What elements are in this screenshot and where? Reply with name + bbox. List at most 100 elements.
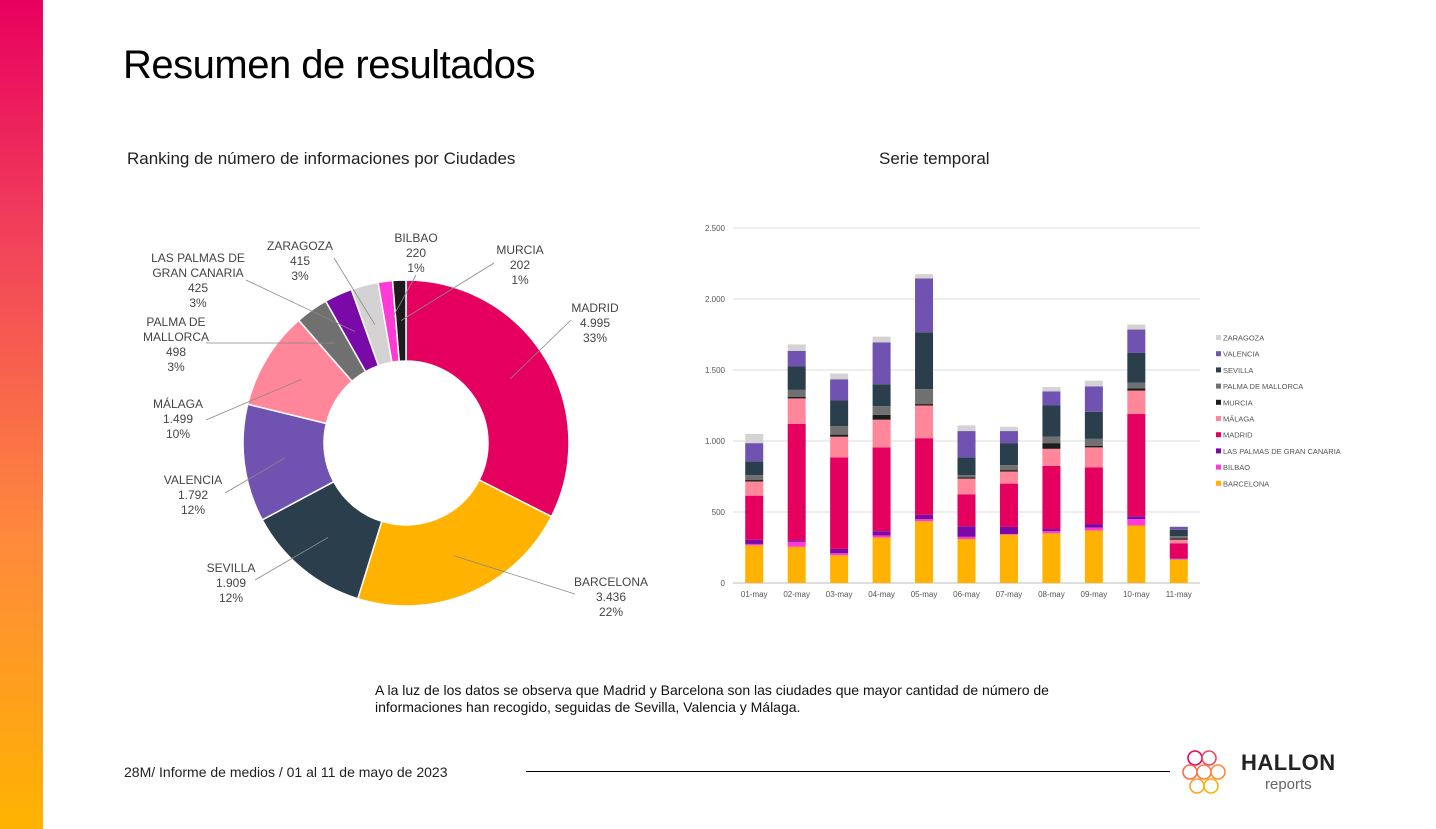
donut-label-text: 3% xyxy=(189,296,207,310)
bar-chart-title: Serie temporal xyxy=(879,149,990,168)
footer-divider xyxy=(526,771,1170,772)
donut-label-text: GRAN CANARIA xyxy=(152,266,243,280)
legend-swatch xyxy=(1216,351,1221,357)
bar-segment-zaragoza xyxy=(1042,387,1061,392)
legend-label: LAS PALMAS DE GRAN CANARIA xyxy=(1223,447,1341,456)
bar-segment-zaragoza xyxy=(957,425,976,432)
bar-segment-palma-de-mallorca xyxy=(1169,536,1188,539)
legend-swatch xyxy=(1216,335,1221,340)
bar-segment-valencia xyxy=(1127,329,1146,353)
bar-segment-las-palmas-de-gran-canaria xyxy=(1127,516,1146,520)
donut-label-text: VALENCIA xyxy=(164,473,222,487)
x-tick-label: 07-may xyxy=(996,590,1023,599)
legend-swatch xyxy=(1216,367,1221,373)
bar-segment-valencia xyxy=(1084,386,1103,412)
donut-label-text: ZARAGOZA xyxy=(267,239,333,253)
hallon-logo: HALLON reports xyxy=(1182,748,1353,798)
bar-segment-bilbao xyxy=(1169,558,1188,560)
donut-label-text: 12% xyxy=(181,503,205,517)
bar-segment-palma-de-mallorca xyxy=(999,465,1018,471)
x-tick-label: 02-may xyxy=(783,590,810,599)
donut-label-text: BILBAO xyxy=(394,231,437,245)
bar-segment-barcelona xyxy=(745,545,764,583)
bar-segment-valencia xyxy=(957,431,976,458)
bar-segment-murcia xyxy=(872,414,891,420)
donut-slice-barcelona xyxy=(356,479,553,607)
donut-label-text: 3% xyxy=(167,360,185,374)
bar-segment-madrid xyxy=(1084,467,1103,525)
legend-label: VALENCIA xyxy=(1223,350,1260,359)
bar-segment-malaga xyxy=(1084,447,1103,468)
bar-segment-malaga xyxy=(1042,448,1061,466)
bar-segment-madrid xyxy=(915,438,934,515)
bar-segment-zaragoza xyxy=(830,373,849,380)
bar-segment-murcia xyxy=(745,480,764,482)
legend-item-las-palmas-de-gran-canaria: LAS PALMAS DE GRAN CANARIA xyxy=(1216,447,1341,456)
bar-segment-valencia xyxy=(1169,526,1188,530)
legend-item-valencia: VALENCIA xyxy=(1216,350,1260,359)
legend-label: MURCIA xyxy=(1223,398,1253,407)
bar-segment-malaga xyxy=(1169,539,1188,544)
footer-text: 28M/ Informe de medios / 01 al 11 de may… xyxy=(124,764,448,780)
donut-label-text: BARCELONA xyxy=(574,575,648,589)
bar-segment-zaragoza xyxy=(999,426,1018,432)
x-tick-label: 01-may xyxy=(741,590,768,599)
bar-stack-05-may xyxy=(915,274,934,583)
bar-segment-malaga xyxy=(745,481,764,496)
bar-segment-bilbao xyxy=(745,543,764,546)
donut-chart-title: Ranking de número de informaciones por C… xyxy=(127,149,516,168)
donut-label-text: 415 xyxy=(290,254,310,268)
bar-segment-malaga xyxy=(1127,390,1146,415)
leader-line xyxy=(205,378,302,421)
bar-segment-zaragoza xyxy=(872,336,891,343)
leader-line xyxy=(453,555,576,595)
bar-segment-palma-de-mallorca xyxy=(787,389,806,397)
bar-segment-malaga xyxy=(787,398,806,424)
bar-segment-barcelona xyxy=(1084,530,1103,583)
legend-swatch xyxy=(1216,416,1221,421)
bar-segment-las-palmas-de-gran-canaria xyxy=(915,514,934,520)
donut-label-text: 425 xyxy=(188,281,208,295)
legend-label: BILBAO xyxy=(1223,463,1250,472)
bar-segment-sevilla xyxy=(787,366,806,390)
summary-text: A la luz de los datos se observa que Mad… xyxy=(375,682,1049,715)
donut-label-text: 1% xyxy=(511,273,529,287)
y-tick-label: 1.000 xyxy=(705,437,726,446)
bar-segment-palma-de-mallorca xyxy=(745,475,764,481)
x-tick-label: 08-may xyxy=(1038,590,1065,599)
bar-segment-valencia xyxy=(999,431,1018,444)
donut-label-text: 1.499 xyxy=(163,412,193,426)
legend-item-bilbao: BILBAO xyxy=(1216,463,1250,472)
bar-segment-las-palmas-de-gran-canaria xyxy=(1084,524,1103,528)
legend-item-zaragoza: ZARAGOZA xyxy=(1216,334,1264,343)
bar-segment-barcelona xyxy=(957,538,976,583)
bar-segment-palma-de-mallorca xyxy=(1042,436,1061,444)
logo-wordmark: HALLON xyxy=(1241,750,1336,775)
bar-segment-bilbao xyxy=(999,534,1018,535)
stacked-bar-chart: 0 500 1.000 1.500 2.000 2.500 01-may 02-may 03-m… xyxy=(705,224,1341,599)
page-title: Resumen de resultados xyxy=(123,43,535,87)
bar-segment-barcelona xyxy=(1169,559,1188,583)
bar-segment-bilbao xyxy=(872,535,891,538)
legend-label: PALMA DE MALLORCA xyxy=(1223,382,1303,391)
bar-segment-bilbao xyxy=(787,541,806,547)
legend-item-malaga: MÁLAGA xyxy=(1216,415,1254,424)
bar-segment-valencia xyxy=(872,342,891,385)
bar-segment-madrid xyxy=(787,423,806,541)
bar-segment-valencia xyxy=(745,443,764,462)
bar-segment-palma-de-mallorca xyxy=(830,426,849,435)
donut-slice-madrid xyxy=(405,279,570,518)
bar-segment-bilbao xyxy=(957,536,976,539)
x-tick-label: 03-may xyxy=(826,590,853,599)
bar-stack-04-may xyxy=(872,336,891,583)
bar-segment-barcelona xyxy=(787,546,806,583)
bar-segment-las-palmas-de-gran-canaria xyxy=(745,539,764,544)
bar-segment-sevilla xyxy=(1127,352,1146,383)
donut-label-text: 1% xyxy=(407,261,425,275)
